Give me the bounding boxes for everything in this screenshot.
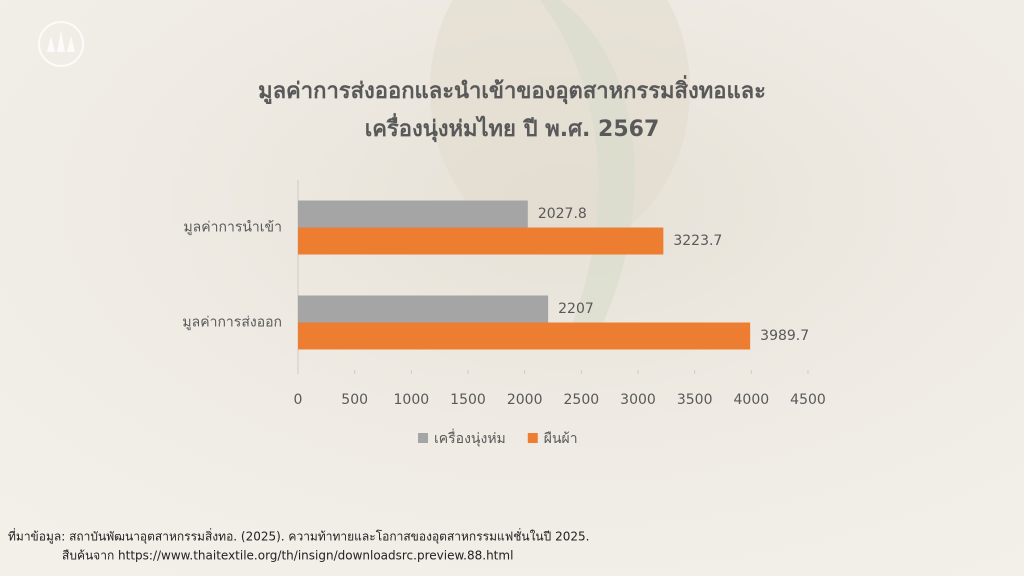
y-tick-label: มูลค่าการนำเข้า <box>183 220 282 236</box>
bar <box>298 322 751 350</box>
x-tick-label: 4000 <box>734 392 770 408</box>
legend-swatch <box>418 433 428 443</box>
legend-swatch <box>527 433 538 443</box>
bar <box>298 200 528 228</box>
bar <box>298 295 549 323</box>
data-label: 3223.7 <box>673 233 722 249</box>
x-tick-label: 2000 <box>507 392 543 408</box>
source-text: ที่มาข้อมูล: สถาบันพัฒนาอุตสาหกรรมสิ่งทอ… <box>8 528 589 545</box>
data-label: 2207 <box>558 301 594 317</box>
source-text: สืบค้นจาก https://www.thaitextile.org/th… <box>62 549 513 563</box>
x-tick-label: 4500 <box>790 392 826 408</box>
chart-title: เครื่องนุ่งห่มไทย ปี พ.ศ. 2567 <box>365 112 660 143</box>
legend-label: ผืนผ้า <box>544 431 578 447</box>
chart-title: มูลค่าการส่งออกและนำเข้าของอุตสาหกรรมสิ่… <box>258 74 766 105</box>
x-tick-label: 3000 <box>620 392 656 408</box>
x-tick-label: 1500 <box>450 392 486 408</box>
x-tick-label: 3500 <box>677 392 713 408</box>
x-tick-label: 0 <box>294 392 303 408</box>
x-tick-label: 1000 <box>394 392 430 408</box>
legend-label: เครื่องนุ่งห่ม <box>434 429 506 447</box>
data-label: 3989.7 <box>760 328 809 344</box>
data-label: 2027.8 <box>538 206 587 222</box>
x-tick-label: 2500 <box>564 392 600 408</box>
y-tick-label: มูลค่าการส่งออก <box>182 315 282 331</box>
x-tick-label: 500 <box>341 392 368 408</box>
logo <box>38 21 84 67</box>
bar <box>298 227 664 255</box>
